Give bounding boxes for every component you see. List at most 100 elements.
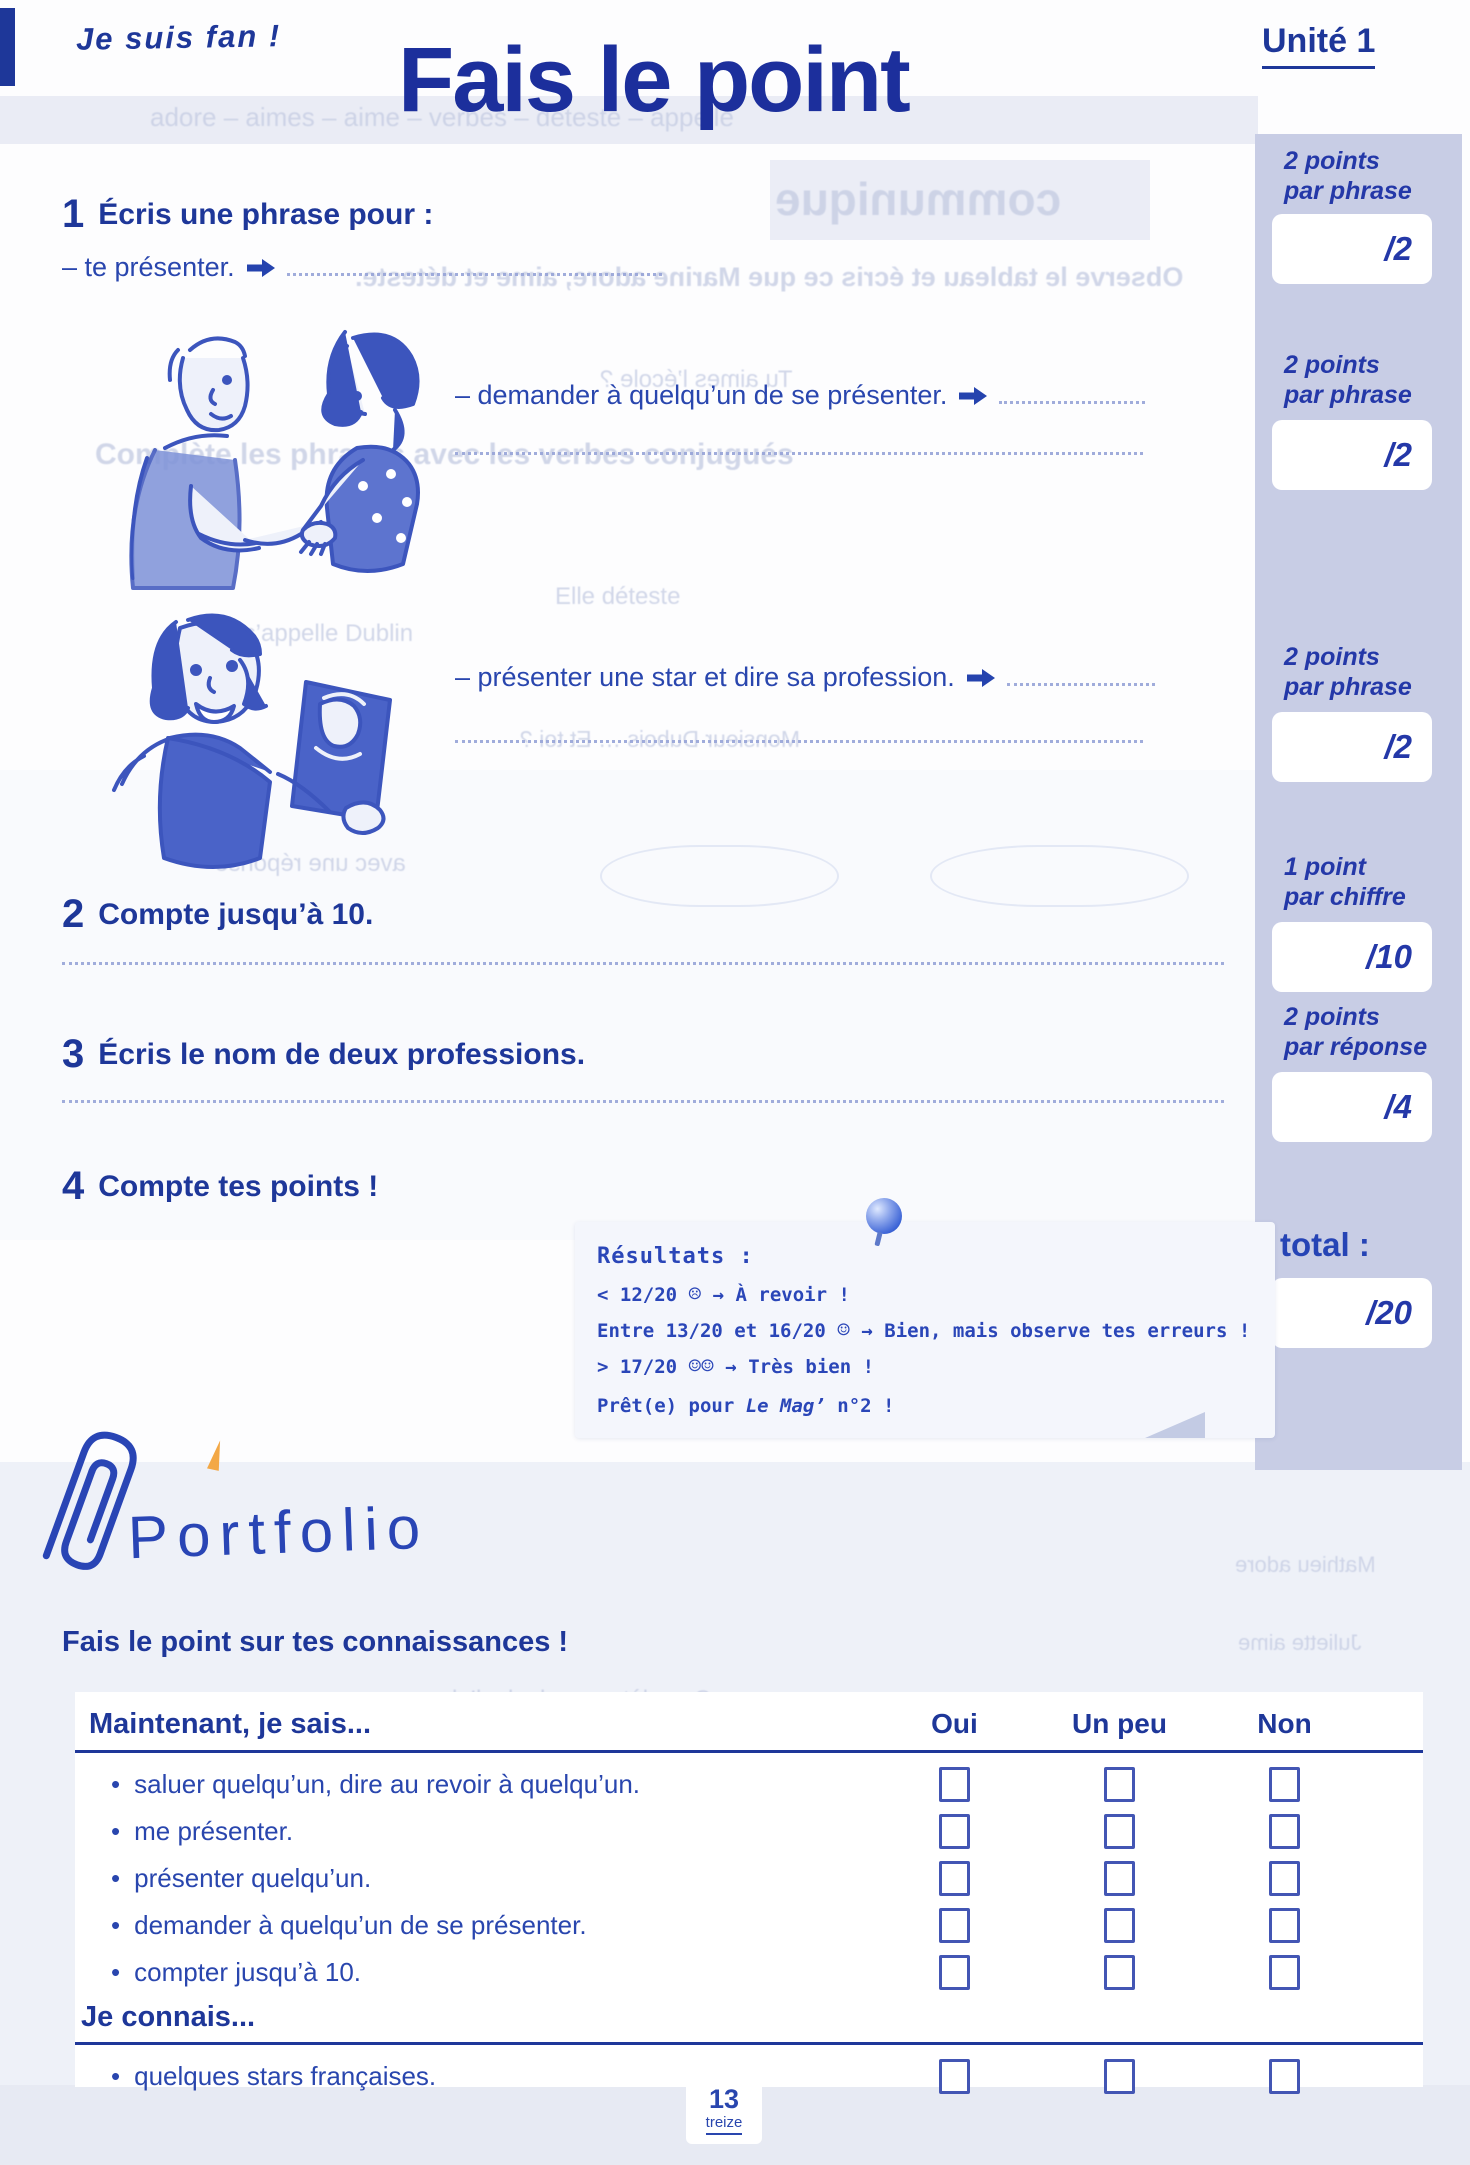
results-line: > 17/20 ☺☺ → Très bien ! xyxy=(597,1354,875,1379)
portfolio-title: Portfolio xyxy=(126,1493,431,1572)
column-header-non: Non xyxy=(1257,1708,1312,1739)
checkbox-non[interactable] xyxy=(1269,1908,1300,1943)
score-label: 2 points par phrase xyxy=(1284,147,1412,205)
score-label: 2 points par phrase xyxy=(1284,351,1412,409)
table-header: Maintenant, je sais... xyxy=(89,1707,372,1740)
exercise-number: 4 xyxy=(62,1164,85,1208)
ghost-text: Mathieu adore xyxy=(1235,1552,1376,1577)
portfolio-subtitle: Fais le point sur tes connaissances ! xyxy=(62,1626,569,1658)
note-folded-corner xyxy=(1145,1412,1205,1438)
arrow-glyph: → xyxy=(725,1356,737,1379)
unit-label: Unité 1 xyxy=(1262,22,1376,69)
checkbox-oui[interactable] xyxy=(939,2059,970,2094)
answer-line[interactable] xyxy=(999,401,1145,404)
exercise-2-prompt: 2 Compte jusqu’à 10. xyxy=(62,892,374,936)
arrow-icon xyxy=(959,386,989,406)
score-strip xyxy=(1255,134,1462,1470)
results-line: Entre 13/20 et 16/20 ☺ → Bien, mais obse… xyxy=(597,1317,1251,1342)
subline-label: – demander à quelqu’un de se présenter. xyxy=(455,380,948,410)
column-header-un-peu: Un peu xyxy=(1072,1708,1167,1739)
checkbox-un-peu[interactable] xyxy=(1104,1861,1135,1896)
ghost-text: Juliette aime xyxy=(1238,1630,1362,1655)
subline-label: – présenter une star et dire sa professi… xyxy=(455,662,955,692)
table-row: • quelques stars françaises. xyxy=(75,2053,1423,2100)
exercise-1-subline: – présenter une star et dire sa professi… xyxy=(455,662,1155,693)
score-input-box[interactable]: /2 xyxy=(1272,420,1432,490)
page-number: 13 treize xyxy=(686,2086,762,2135)
pushpin-icon xyxy=(866,1198,902,1234)
checkbox-oui[interactable] xyxy=(939,1861,970,1896)
answer-line[interactable] xyxy=(455,740,1143,743)
answer-line[interactable] xyxy=(62,962,1224,965)
total-input-box[interactable]: /20 xyxy=(1272,1278,1432,1348)
header-divider xyxy=(75,1750,1423,1753)
arrow-glyph: → xyxy=(861,1319,873,1342)
table-row: • présenter quelqu’un. xyxy=(75,1855,1423,1902)
ghost-oval xyxy=(600,845,839,907)
score-label: 2 points par phrase xyxy=(1284,643,1412,701)
checkbox-un-peu[interactable] xyxy=(1104,1955,1135,1990)
checkbox-oui[interactable] xyxy=(939,1767,970,1802)
score-input-box[interactable]: /4 xyxy=(1272,1072,1432,1142)
ghost-text: communique xyxy=(775,173,1062,225)
table-row: • me présenter. xyxy=(75,1808,1423,1855)
ghost-oval xyxy=(930,845,1189,907)
series-title: Je suis fan ! xyxy=(75,18,282,57)
exercise-1-subline: – te présenter. xyxy=(62,252,662,283)
score-label: 1 point par chiffre xyxy=(1284,853,1406,911)
checkbox-oui[interactable] xyxy=(939,1814,970,1849)
results-note: Résultats : < 12/20 ☹ → À revoir ! Entre… xyxy=(575,1222,1275,1438)
checkbox-non[interactable] xyxy=(1269,2059,1300,2094)
score-input-box[interactable]: /10 xyxy=(1272,922,1432,992)
checkbox-un-peu[interactable] xyxy=(1104,1814,1135,1849)
checkbox-oui[interactable] xyxy=(939,1908,970,1943)
handshake-illustration xyxy=(129,330,420,590)
paperclip-icon xyxy=(42,1431,137,1570)
arrow-icon xyxy=(246,258,277,278)
background-patch xyxy=(770,160,1150,240)
table-section-header: Je connais... xyxy=(81,2000,256,2033)
checkbox-non[interactable] xyxy=(1269,1955,1300,1990)
table-row: • demander à quelqu’un de se présenter. xyxy=(75,1902,1423,1949)
results-line: < 12/20 ☹ → À revoir ! xyxy=(597,1281,850,1306)
checkbox-non[interactable] xyxy=(1269,1814,1300,1849)
exercise-1-subline: – demander à quelqu’un de se présenter. xyxy=(455,380,1145,411)
answer-line[interactable] xyxy=(455,452,1143,455)
orange-mark xyxy=(207,1439,225,1471)
score-label: 2 points par réponse xyxy=(1284,1003,1428,1061)
self-assessment-table: Maintenant, je sais... Oui Un peu Non • s… xyxy=(75,1692,1423,2094)
ghost-text: Elle déteste xyxy=(555,583,681,610)
subline-label: – te présenter. xyxy=(62,252,235,282)
results-title: Résultats : xyxy=(597,1244,754,1269)
answer-line[interactable] xyxy=(1006,683,1155,686)
section-divider xyxy=(75,2042,1423,2045)
score-input-box[interactable]: /2 xyxy=(1272,214,1432,284)
star-photo-illustration xyxy=(112,613,392,869)
exercise-number: 3 xyxy=(62,1032,85,1076)
checkbox-oui[interactable] xyxy=(939,1955,970,1990)
total-label: total : xyxy=(1280,1226,1370,1263)
checkbox-un-peu[interactable] xyxy=(1104,1767,1135,1802)
answer-line[interactable] xyxy=(286,273,662,276)
column-header-oui: Oui xyxy=(931,1708,978,1739)
checkbox-non[interactable] xyxy=(1269,1767,1300,1802)
exercise-4-prompt: 4 Compte tes points ! xyxy=(62,1164,379,1208)
table-row: • saluer quelqu’un, dire au revoir à quel… xyxy=(75,1761,1423,1808)
answer-line[interactable] xyxy=(62,1100,1224,1103)
sad-face-icon: ☹ xyxy=(688,1281,702,1306)
exercise-number: 1 xyxy=(62,192,85,236)
exercise-number: 2 xyxy=(62,892,85,936)
table-row: • compter jusqu’à 10. xyxy=(75,1949,1423,1996)
checkbox-un-peu[interactable] xyxy=(1104,1908,1135,1943)
page-title: Fais le point xyxy=(398,29,911,131)
checkbox-non[interactable] xyxy=(1269,1861,1300,1896)
arrow-glyph: → xyxy=(712,1283,725,1306)
score-input-box[interactable]: /2 xyxy=(1272,712,1432,782)
results-footer: Prêt(e) pour Le Mag’ n°2 ! xyxy=(597,1395,895,1418)
checkbox-un-peu[interactable] xyxy=(1104,2059,1135,2094)
table-header-row: Maintenant, je sais... Oui Un peu Non xyxy=(75,1702,1423,1746)
exercise-3-prompt: 3 Écris le nom de deux professions. xyxy=(62,1032,586,1076)
smiley-face-icon: ☺☺ xyxy=(688,1354,714,1379)
arrow-icon xyxy=(966,668,997,688)
